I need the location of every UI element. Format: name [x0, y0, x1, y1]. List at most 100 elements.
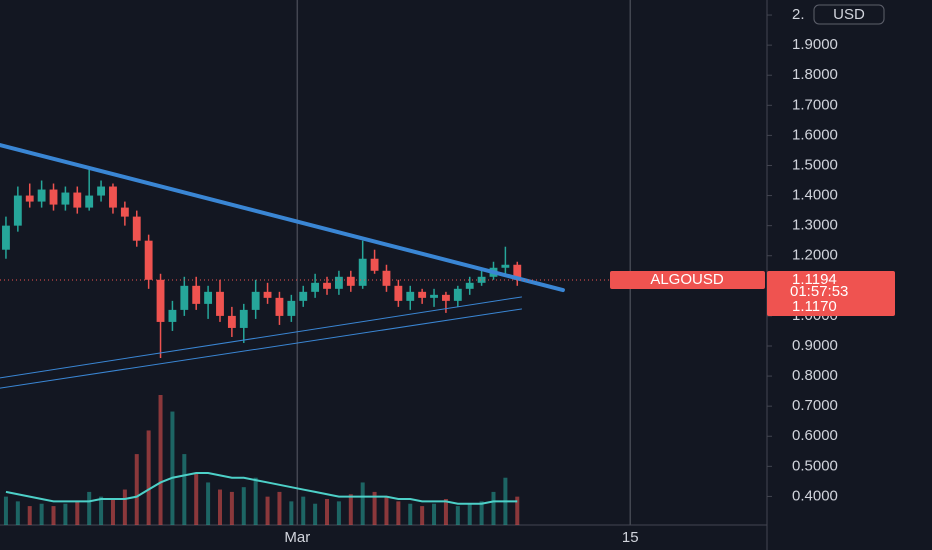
y-tick-label: 0.5000 [792, 457, 838, 474]
candle-body [2, 225, 10, 250]
volume-bar [75, 501, 80, 525]
volume-bar [229, 491, 234, 525]
candle-body [287, 300, 296, 316]
candle-body [204, 291, 213, 304]
y-tick-label: 0.4000 [792, 487, 838, 504]
y-tick-label: 1.9000 [792, 36, 838, 53]
volume-bar [265, 496, 270, 525]
volume-bar [122, 489, 127, 525]
marker-price-label: 1.1170 [792, 298, 837, 315]
y-tick-label: 0.8000 [792, 367, 838, 384]
candle-body [156, 279, 165, 322]
volume-bar [99, 496, 104, 525]
candle-body [299, 291, 308, 301]
volume-bar [15, 501, 20, 525]
candle-body [109, 186, 117, 208]
y-tick-label: 0.6000 [792, 427, 838, 444]
volume-bar [253, 477, 258, 525]
candle-body [120, 207, 129, 217]
candle-body [239, 309, 248, 328]
candle-body [144, 240, 153, 280]
symbol-label: ALGOUSD [650, 271, 724, 288]
candle-body [513, 264, 522, 280]
plot-area [0, 0, 631, 525]
volume-bar [408, 503, 413, 525]
volume-bar [87, 491, 92, 525]
candle-body [192, 285, 201, 304]
volume-bar [420, 506, 425, 525]
volume-bar [348, 494, 353, 525]
candle-body [453, 288, 462, 301]
candle-body [25, 195, 34, 202]
candle-body [406, 291, 415, 301]
candle-body [358, 258, 367, 286]
volume-bar [467, 503, 472, 525]
candle-body [49, 189, 58, 205]
candle-body [216, 291, 224, 316]
candle-body [346, 276, 355, 286]
volume-bar [3, 496, 8, 525]
candle-body [382, 270, 391, 286]
trendline [0, 296, 523, 379]
volume-bar [241, 487, 246, 525]
y-tick-label: 1.8000 [792, 66, 838, 83]
candle-body [418, 291, 427, 298]
volume-bar [515, 496, 520, 525]
y-tick-label: 1.5000 [792, 156, 838, 173]
volume-bar [27, 506, 32, 525]
volume-bar [146, 430, 151, 525]
candle-body [275, 297, 284, 316]
volume-bar [194, 473, 199, 525]
volume-ma-line [5, 472, 518, 505]
candle-body [13, 195, 22, 226]
y-tick-label: 0.7000 [792, 397, 838, 414]
volume-bar [170, 411, 175, 525]
symbol-label-box [610, 270, 765, 289]
volume-bar [206, 482, 211, 525]
y-tick-label: 1.6000 [792, 126, 838, 143]
volume-bar [432, 503, 437, 525]
candle-body [85, 195, 94, 208]
x-tick-label: Mar [284, 529, 310, 546]
volume-bar [217, 489, 222, 525]
volume-bar [396, 501, 401, 525]
x-tick-label: 15 [622, 529, 639, 546]
candle-body [334, 276, 343, 289]
candle-body [501, 264, 510, 268]
candle-body [251, 291, 260, 310]
candle-body [73, 192, 82, 208]
y-tick-label: 1.3000 [792, 217, 838, 234]
volume-bar [313, 503, 318, 525]
volume-bar [479, 501, 484, 525]
candle-body [132, 216, 141, 241]
volume-bar [325, 499, 330, 525]
volume-bar [360, 482, 365, 525]
volume-bar [158, 395, 163, 525]
volume-bar [51, 506, 56, 525]
candle-body [180, 285, 189, 310]
trendline [0, 143, 565, 293]
y-tick-label: 0.9000 [792, 337, 838, 354]
candle-body [61, 192, 70, 205]
marker-price-box [767, 297, 895, 316]
currency-label: USD [833, 6, 865, 23]
candle-body [168, 309, 177, 322]
candle-body [465, 282, 474, 289]
currency-button[interactable] [813, 4, 885, 25]
volume-bar [372, 491, 377, 525]
countdown-label: 01:57:53 [790, 283, 848, 300]
y-tick-label: 1.7000 [792, 96, 838, 113]
volume-bar [110, 499, 115, 525]
volume-bar [491, 491, 496, 525]
volume-bar [336, 501, 341, 525]
candle-body [430, 294, 438, 298]
trendline [0, 308, 523, 389]
volume-bar [134, 454, 139, 525]
volume-bar [301, 496, 306, 525]
y-tick-label: 1.2000 [792, 247, 838, 264]
candle-body [394, 285, 403, 301]
volume-bar [277, 491, 282, 525]
candle-body [370, 258, 379, 271]
